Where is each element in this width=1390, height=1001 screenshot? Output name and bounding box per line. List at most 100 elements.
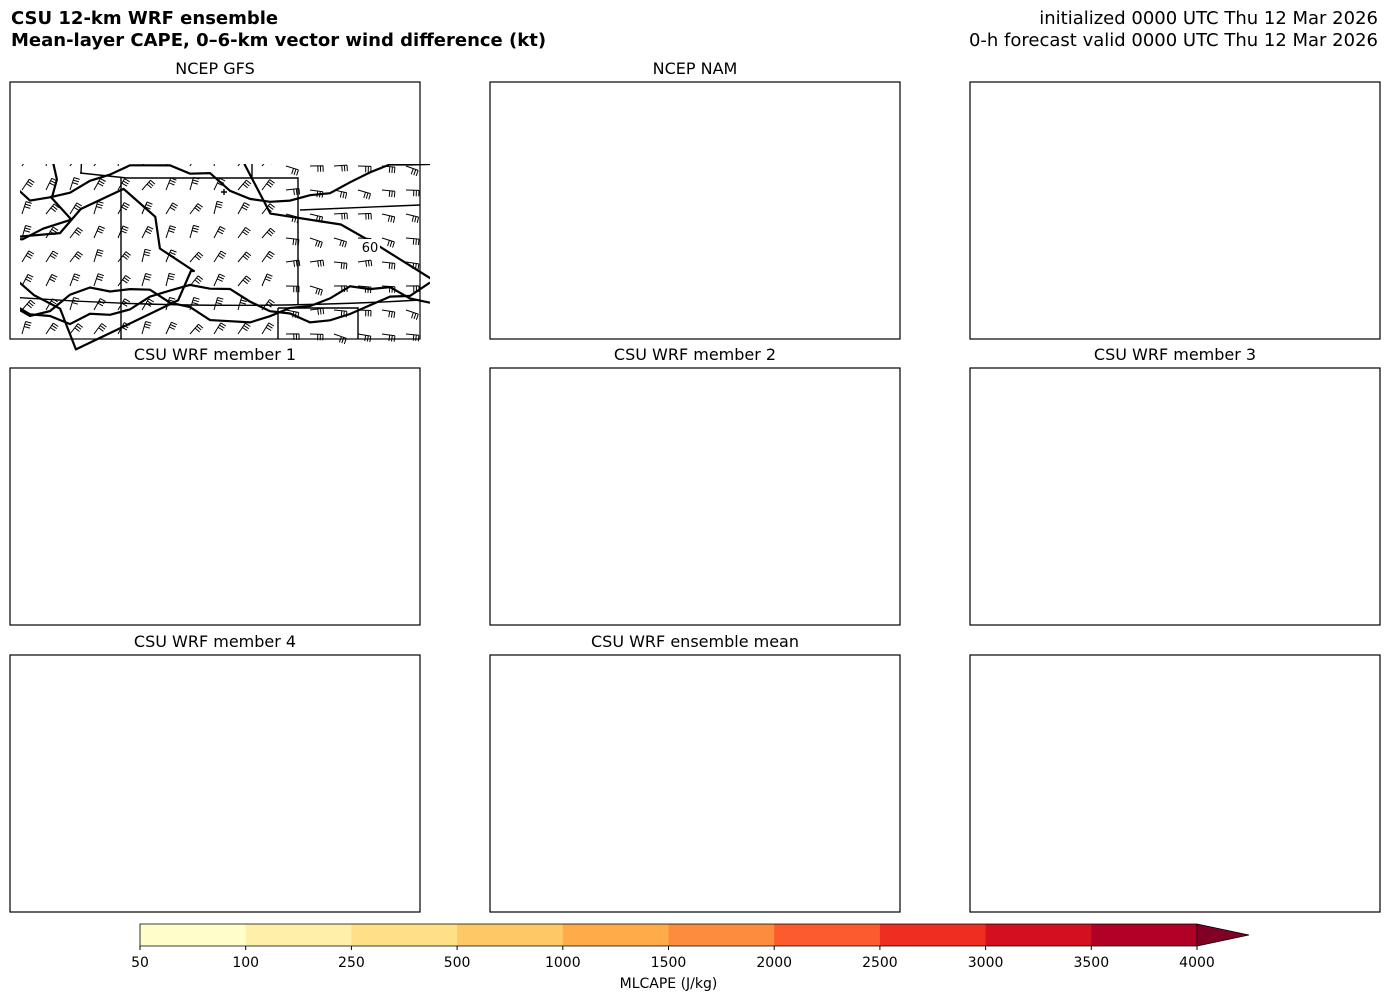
wind-barb bbox=[21, 273, 34, 287]
contour bbox=[20, 164, 430, 203]
wind-barb bbox=[285, 259, 301, 267]
wind-barb bbox=[333, 237, 347, 248]
panel-title: CSU WRF ensemble mean bbox=[591, 632, 799, 651]
state-border bbox=[127, 177, 299, 305]
wind-barb bbox=[237, 275, 252, 287]
wind-barb bbox=[165, 249, 177, 263]
wind-barb bbox=[189, 224, 200, 239]
title: CSU 12-km WRF ensemble bbox=[11, 8, 278, 29]
wind-barb bbox=[285, 237, 300, 246]
contour bbox=[20, 285, 430, 324]
wind-barb bbox=[237, 251, 252, 263]
valid-time: 0-h forecast valid 0000 UTC Thu 12 Mar 2… bbox=[969, 30, 1378, 51]
wind-barb bbox=[165, 177, 177, 191]
wind-barb bbox=[285, 165, 299, 176]
colorbar-label: MLCAPE (J/kg) bbox=[620, 976, 718, 992]
label-bg bbox=[360, 239, 380, 254]
marker bbox=[221, 189, 227, 195]
wind-barb bbox=[93, 273, 104, 287]
colorbar-segment bbox=[140, 924, 247, 946]
wind-barb bbox=[357, 285, 372, 294]
wind-barb bbox=[405, 237, 420, 246]
panel-frame bbox=[489, 367, 901, 626]
wind-barb bbox=[261, 203, 276, 215]
wind-barb bbox=[357, 189, 371, 200]
wind-barb bbox=[45, 250, 59, 263]
wind-barb bbox=[405, 285, 420, 292]
wind-barb bbox=[21, 250, 35, 263]
wind-barb bbox=[165, 202, 179, 215]
wind-barb bbox=[213, 297, 224, 311]
wind-barb bbox=[21, 201, 32, 215]
wind-barb bbox=[93, 225, 105, 239]
wind-barb bbox=[333, 212, 348, 220]
colorbar-tick-label: 1000 bbox=[545, 955, 581, 971]
wind-barb bbox=[381, 213, 396, 223]
wind-barb bbox=[45, 226, 59, 239]
wind-barb bbox=[93, 323, 107, 335]
panel-title: CSU WRF member 2 bbox=[614, 345, 776, 364]
colorbar-tick-label: 2000 bbox=[756, 955, 792, 971]
panel-frame bbox=[969, 81, 1381, 340]
wind-barb bbox=[189, 323, 204, 335]
wind-barb bbox=[381, 261, 396, 270]
wind-barb bbox=[165, 321, 178, 335]
wind-barb bbox=[381, 189, 396, 198]
colorbar-tick-label: 1500 bbox=[651, 955, 687, 971]
wind-barb bbox=[381, 237, 395, 248]
wind-barb bbox=[141, 225, 154, 239]
panel-title: CSU WRF member 3 bbox=[1094, 345, 1256, 364]
colorbar-segment bbox=[774, 924, 881, 946]
wind-barb bbox=[21, 299, 36, 311]
wind-barb bbox=[381, 285, 396, 293]
colorbar-segment bbox=[1091, 924, 1198, 946]
wind-barb bbox=[309, 165, 324, 172]
panel-frame bbox=[9, 654, 421, 913]
wind-barb bbox=[189, 176, 200, 191]
colorbar-tick-label: 2500 bbox=[862, 955, 898, 971]
wind-barb bbox=[21, 321, 32, 335]
colorbar-segment bbox=[351, 924, 458, 946]
wind-barb bbox=[309, 237, 323, 249]
wind-barb bbox=[237, 226, 251, 239]
wind-barb bbox=[405, 213, 420, 224]
wind-barb bbox=[165, 225, 176, 239]
wind-barb bbox=[189, 297, 200, 311]
wind-barb bbox=[285, 309, 300, 319]
wind-barb bbox=[333, 261, 348, 270]
wind-barb bbox=[45, 322, 59, 335]
wind-barb bbox=[237, 297, 248, 311]
wind-barb bbox=[405, 261, 420, 270]
wind-barb bbox=[117, 298, 131, 311]
wind-barb bbox=[357, 165, 372, 173]
wind-barb bbox=[69, 323, 84, 335]
panel-title: CSU WRF member 1 bbox=[134, 345, 296, 364]
colorbar-tick-label: 100 bbox=[232, 955, 259, 971]
wind-barb bbox=[261, 179, 275, 191]
wind-barb bbox=[285, 213, 300, 224]
wind-barb bbox=[21, 178, 35, 191]
wind-barb bbox=[309, 213, 324, 223]
wind-barb bbox=[45, 177, 58, 191]
wind-barb bbox=[381, 165, 396, 174]
wind-barb bbox=[69, 202, 83, 215]
wind-barb bbox=[285, 333, 300, 340]
wind-barb bbox=[93, 178, 106, 191]
wind-barb bbox=[165, 297, 176, 311]
wind-barb bbox=[117, 178, 130, 191]
colorbar-segment bbox=[245, 924, 352, 946]
wind-barb bbox=[117, 322, 130, 335]
wind-barb bbox=[117, 251, 131, 263]
colorbar-segment bbox=[562, 924, 669, 946]
colorbar-extend bbox=[1196, 923, 1250, 947]
state-border bbox=[299, 204, 421, 211]
wind-barb bbox=[261, 273, 273, 287]
wind-barb bbox=[141, 273, 152, 287]
wind-barb bbox=[309, 285, 323, 296]
wind-barb bbox=[141, 298, 155, 311]
wind-barb bbox=[381, 309, 396, 318]
map-bg bbox=[20, 164, 420, 339]
wind-barb bbox=[69, 273, 81, 287]
colorbar-tick-label: 3500 bbox=[1073, 955, 1109, 971]
